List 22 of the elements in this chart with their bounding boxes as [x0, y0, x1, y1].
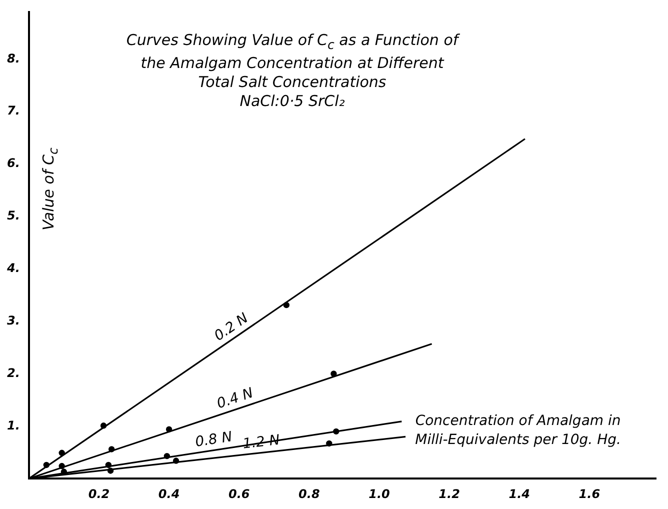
text: 0.2 N	[212, 310, 252, 344]
x-tick-label: 1.0	[368, 486, 390, 501]
x-tick-label: 1.6	[578, 486, 600, 501]
y-tick-label: 7.	[6, 104, 20, 118]
y-tick-label: 2.	[6, 366, 20, 380]
x-tick-label: 0.4	[158, 486, 180, 501]
text: 0.8 N	[194, 428, 234, 451]
x-tick-label: 1.4	[508, 486, 530, 501]
x-tick-label: 0.8	[298, 486, 320, 501]
y-tick-label: 8.	[6, 51, 20, 66]
text: Curves Showing Value of C$_{c}$ as a Function of the Amalgam Concentration at Different Total Salt Concentrations	[125, 30, 461, 92]
y-tick-label: 6.	[6, 156, 20, 170]
y-tick-label: 3.	[6, 313, 20, 328]
y-tick-label: 5.	[6, 208, 20, 223]
y-tick-label: 1.	[6, 418, 20, 432]
y-tick-label: 4.	[6, 261, 20, 276]
text: 0.4 N	[214, 385, 256, 412]
x-tick-label: 0.2	[88, 486, 110, 501]
text: NaCl:0·5 SrCl₂	[238, 92, 346, 111]
x-tick-label: 1.2	[438, 486, 460, 501]
x-axis-title: Concentration of Amalgam in Milli-Equivalents per 10g. Hg.	[414, 412, 622, 450]
x-tick-label: 0.6	[228, 486, 250, 501]
